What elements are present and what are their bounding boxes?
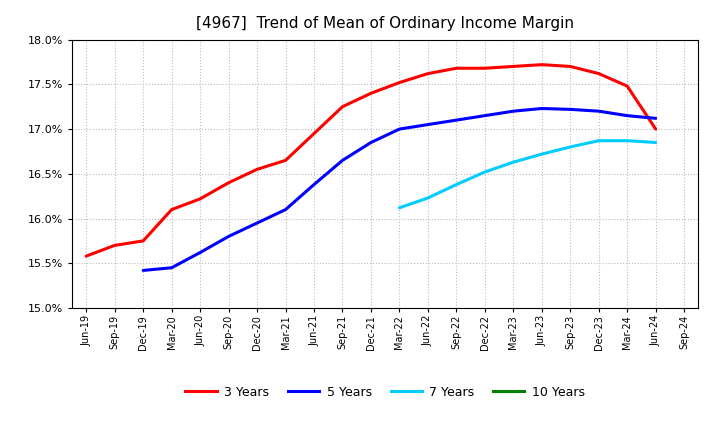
Legend: 3 Years, 5 Years, 7 Years, 10 Years: 3 Years, 5 Years, 7 Years, 10 Years — [181, 381, 590, 404]
Title: [4967]  Trend of Mean of Ordinary Income Margin: [4967] Trend of Mean of Ordinary Income … — [196, 16, 575, 32]
